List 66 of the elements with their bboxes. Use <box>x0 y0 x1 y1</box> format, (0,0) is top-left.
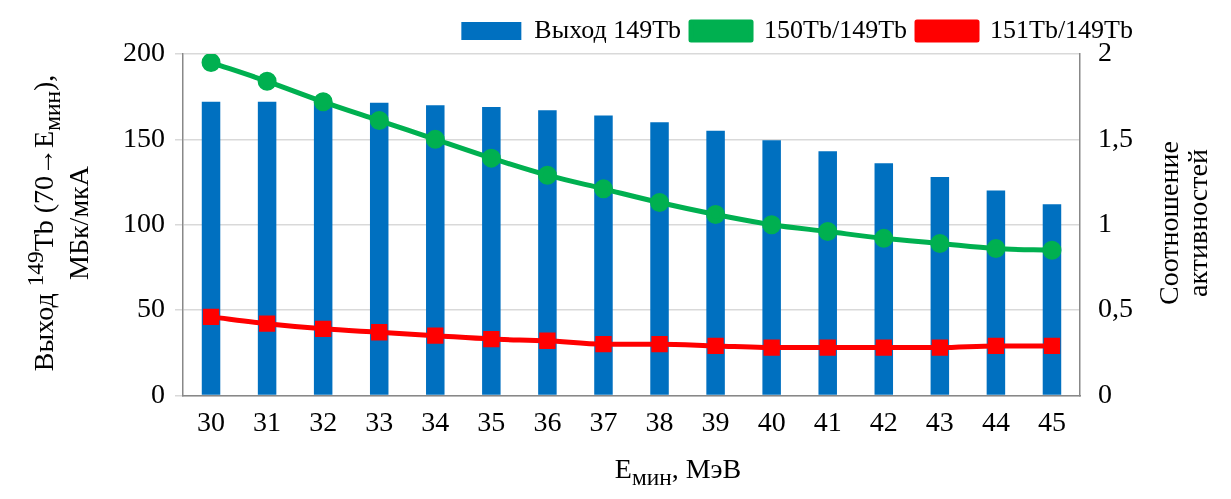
x-tick-label: 42 <box>869 405 898 437</box>
point <box>481 148 501 168</box>
x-tick-label: 31 <box>253 405 282 437</box>
y-tick-label: 150 <box>123 121 165 153</box>
point <box>313 92 333 112</box>
point <box>762 215 782 235</box>
point <box>650 193 670 213</box>
x-tick-label: 37 <box>589 405 618 437</box>
y2-tick-label: 0,5 <box>1098 292 1133 324</box>
y2-tick-label: 1 <box>1098 207 1112 239</box>
x-tick-label: 33 <box>365 405 394 437</box>
y-tick-label: 100 <box>123 207 165 239</box>
bar <box>257 101 277 395</box>
point <box>595 336 612 353</box>
y2-tick-label: 0 <box>1098 377 1112 409</box>
x-tick-label: 32 <box>309 405 338 437</box>
point <box>371 324 388 341</box>
bar <box>201 101 221 395</box>
point <box>818 222 838 242</box>
x-tick-label: 30 <box>197 405 226 437</box>
point <box>706 204 726 224</box>
x-axis-title: E$_{мин}$, МэВ <box>613 453 743 490</box>
y-tick-label: 50 <box>137 292 165 324</box>
point <box>201 54 221 73</box>
legend-label: 150Tb/149Tb <box>764 14 908 44</box>
bar <box>482 106 501 395</box>
point <box>593 179 613 199</box>
x-tick-label: 40 <box>757 405 786 437</box>
point <box>931 339 948 356</box>
x-tick-label: 34 <box>421 405 450 437</box>
point <box>987 337 1005 355</box>
point <box>819 339 836 356</box>
point <box>539 332 556 349</box>
x-tick-label: 41 <box>813 405 842 437</box>
x-tick-label: 44 <box>981 405 1010 437</box>
x-tick-label: 36 <box>533 405 562 437</box>
point <box>651 336 668 353</box>
point <box>930 233 950 253</box>
point <box>427 327 444 344</box>
y-tick-label: 0 <box>151 377 165 409</box>
x-tick-label: 39 <box>701 405 730 437</box>
point <box>257 71 277 91</box>
x-tick-label: 38 <box>645 405 674 437</box>
y-tick-label: 200 <box>123 36 165 68</box>
y2-axis-title: Соотношение активностей <box>1152 140 1213 307</box>
point <box>763 339 780 356</box>
bar <box>426 105 445 395</box>
point <box>202 308 220 326</box>
x-tick-label: 43 <box>925 405 954 437</box>
point <box>875 339 892 356</box>
point <box>707 337 724 355</box>
legend-label: 151Tb/149Tb <box>990 14 1134 44</box>
x-tick-label: 45 <box>1037 405 1066 437</box>
point <box>369 111 389 131</box>
point <box>425 129 445 149</box>
point <box>315 320 332 337</box>
point <box>258 315 276 332</box>
legend-label: Выход 149Tb <box>534 14 682 44</box>
y2-tick-label: 1,5 <box>1098 121 1133 153</box>
x-tick-label: 35 <box>477 405 506 437</box>
point <box>874 228 894 248</box>
point <box>986 239 1006 259</box>
point <box>1042 240 1062 260</box>
point <box>483 330 500 348</box>
point <box>1043 337 1061 355</box>
point <box>537 165 557 185</box>
